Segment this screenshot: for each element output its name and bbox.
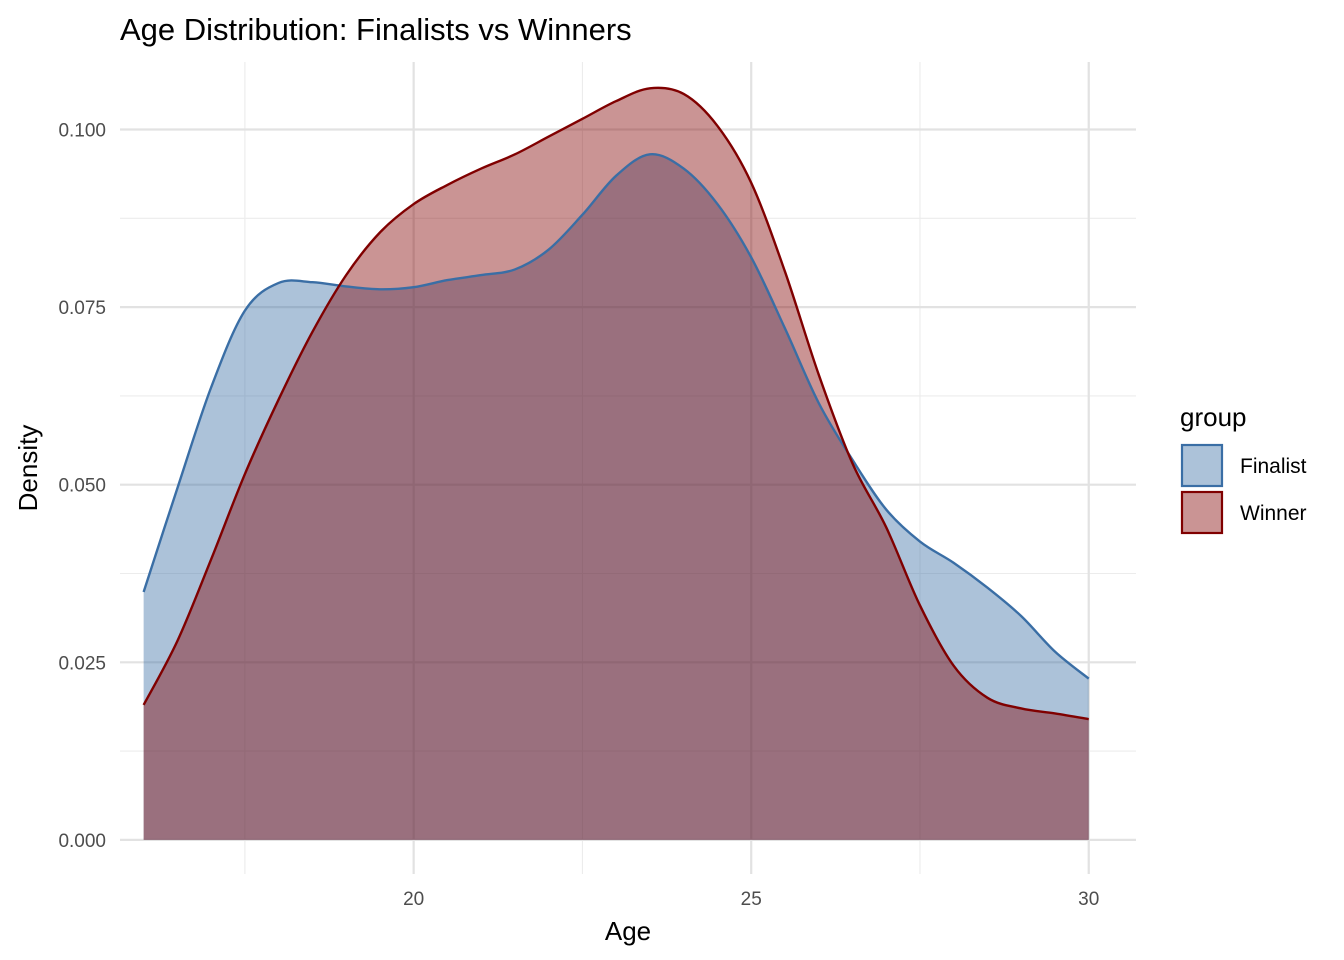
y-axis-ticks: 0.000 0.025 0.050 0.075 0.100 xyxy=(58,120,106,851)
x-tick-label: 20 xyxy=(403,889,424,910)
winner-legend-key xyxy=(1180,490,1224,535)
x-tick-label: 25 xyxy=(741,889,762,910)
major-grid xyxy=(120,62,1136,874)
finalist-area xyxy=(143,154,1089,840)
chart-title: Age Distribution: Finalists vs Winners xyxy=(120,12,632,47)
y-tick-label: 0.050 xyxy=(58,476,106,497)
finalist-legend-key xyxy=(1180,443,1224,488)
winner-line xyxy=(142,86,1089,721)
y-tick-label: 0.025 xyxy=(58,653,106,674)
finalist-legend-bg xyxy=(1181,444,1223,487)
winner-legend-label: Winner xyxy=(1240,502,1307,525)
winner-area xyxy=(143,87,1089,840)
x-axis-ticks: 20 25 30 xyxy=(403,889,1099,910)
y-tick-label: 0.100 xyxy=(58,120,106,141)
x-tick-label: 30 xyxy=(1078,889,1099,910)
finalist-line xyxy=(142,153,1090,680)
y-tick-label: 0.000 xyxy=(58,831,106,852)
legend-title: group xyxy=(1180,402,1247,432)
x-axis-title: Age xyxy=(605,916,651,946)
winner-legend-bg xyxy=(1181,491,1223,534)
density-areas xyxy=(143,87,1089,840)
density-lines xyxy=(142,86,1090,721)
y-tick-label: 0.075 xyxy=(58,298,106,319)
finalist-legend-label: Finalist xyxy=(1240,455,1307,478)
minor-grid xyxy=(120,62,1136,874)
legend: group Finalist Winner xyxy=(1180,402,1307,535)
y-axis-title: Density xyxy=(13,425,43,512)
